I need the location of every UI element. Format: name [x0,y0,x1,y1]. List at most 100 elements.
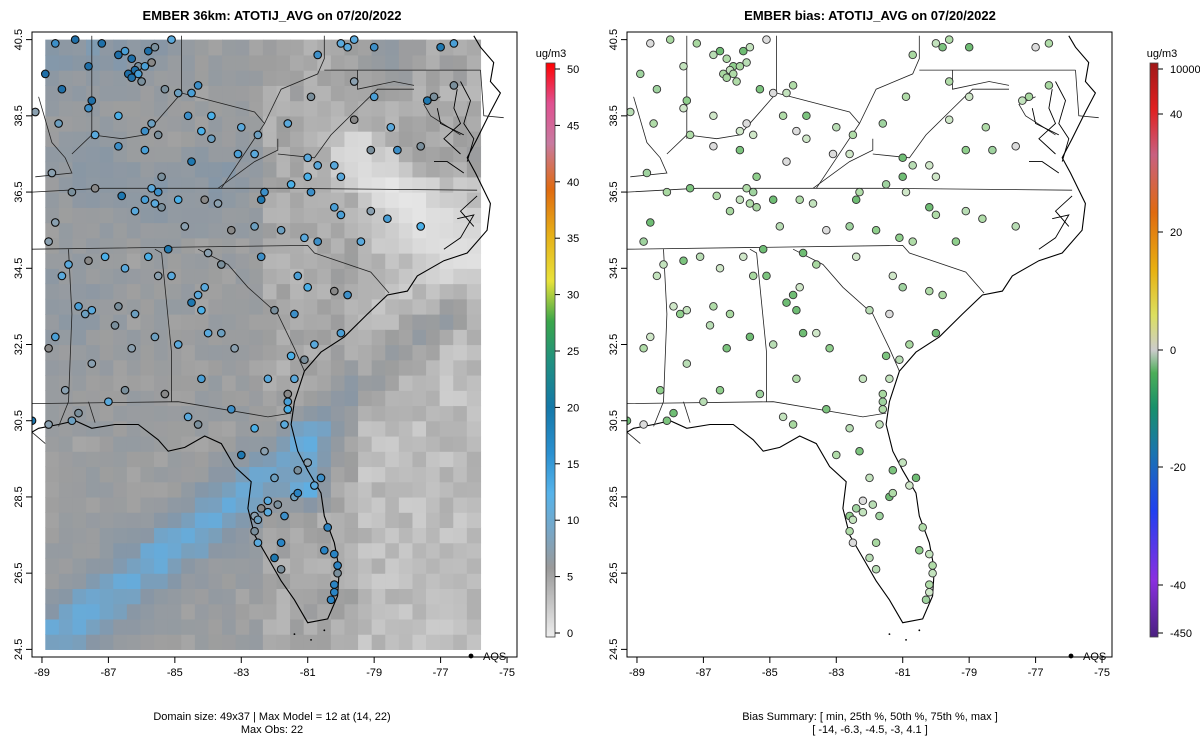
grid-cell [290,207,305,224]
grid-cell [398,146,414,163]
grid-cell [126,451,142,468]
grid-cell [426,588,441,605]
grid-cell [86,222,101,239]
grid-cell [126,420,142,437]
grid-cell [235,329,250,346]
bias-point [639,237,648,246]
obs-point [157,202,166,212]
grid-cell [371,222,386,239]
obs-point [253,515,263,525]
grid-cell [113,207,128,224]
grid-cell [317,314,332,330]
grid-cell [453,466,468,483]
grid-cell [154,222,169,239]
bias-point [881,180,891,189]
grid-cell [249,85,264,102]
grid-cell [72,176,87,193]
grid-cell [222,420,237,437]
bias-point [788,420,798,429]
bias-point [639,420,648,429]
grid-cell [426,435,441,452]
bias-point [705,321,715,330]
grid-cell [290,54,305,71]
grid-cell [398,176,414,193]
obs-point [74,302,83,311]
grid-cell [222,634,237,650]
grid-cell [167,207,182,224]
bias-point [865,473,874,483]
grid-cell [86,435,101,452]
x-tick-label: -79 [961,667,977,679]
grid-cell [181,115,196,132]
grid-cell [439,100,454,117]
bias-point [911,473,921,483]
grid-cell [58,237,74,254]
grid-cell [330,131,346,147]
grid-cell [235,573,250,590]
grid-cell [249,405,264,422]
grid-cell [208,70,223,86]
grid-cell [371,435,386,452]
y-tick-label: 32.5 [608,334,620,355]
bias-point [878,397,888,406]
grid-cell [344,237,359,254]
obs-point [303,282,313,292]
grid-cell [358,420,373,437]
grid-cell [453,527,468,544]
grid-cell [453,314,468,330]
colorbar-tick-label: 0 [1170,345,1176,357]
grid-cell [453,512,468,529]
grid-cell [86,329,101,346]
grid-cell [439,527,454,544]
grid-cell [126,146,142,163]
obs-point [263,496,273,506]
bias-summary-values: [ -14, -6.3, -4.5, -3, 4.1 ] [812,724,928,736]
grid-cell [412,161,427,178]
grid-cell [126,222,142,239]
grid-cell [453,70,468,86]
grid-cell [303,435,318,452]
grid-cell [412,405,427,422]
y-tick-label: 34.5 [608,258,620,279]
grid-cell [113,435,128,452]
grid-cell [208,314,223,330]
obs-point [193,290,203,300]
grid-cell [249,344,264,361]
grid-cell [330,146,346,163]
colorbar-tick-label: -450 [1170,628,1192,640]
obs-point [286,180,296,189]
grid-cell [412,618,427,635]
grid-cell [426,298,441,315]
colorbar-tick-label: 35 [567,233,579,245]
obs-point [173,195,183,205]
grid-cell [358,70,373,86]
grid-cell [58,512,74,529]
grid-cell [398,131,414,147]
obs-point [290,309,299,319]
bias-point [1018,96,1027,105]
grid-cell [140,314,155,330]
grid-cell [167,298,182,315]
grid-cell [194,222,210,239]
grid-cell [126,390,142,407]
grid-cell [303,54,318,71]
grid-cell [181,390,196,407]
grid-cell [358,329,373,346]
concentration-map [32,32,517,657]
bay-shoreline [434,161,465,174]
grid-cell [58,131,74,147]
obs-point [336,172,346,182]
bias-point [905,340,914,349]
grid-cell [276,573,291,590]
grid-cell [398,588,414,605]
obs-point [120,263,130,273]
grid-cell [249,634,264,650]
grid-cell [154,420,169,437]
grid-cell [426,451,441,468]
grid-cell [86,344,101,361]
bias-point [752,203,761,212]
grid-cell [113,466,128,483]
grid-cell [426,115,441,132]
grid-cell [208,512,223,529]
